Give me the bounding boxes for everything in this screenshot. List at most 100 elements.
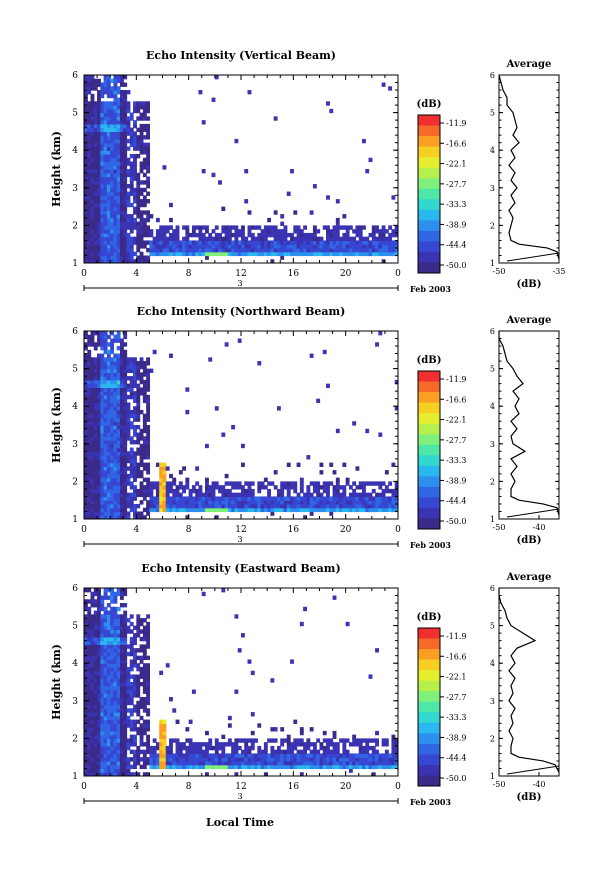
echo-cell [192, 229, 196, 233]
echo-heatmap [84, 584, 399, 776]
echo-cell [136, 154, 140, 158]
echo-cell [385, 229, 389, 233]
echo-cell [136, 633, 140, 637]
echo-cell [133, 637, 137, 641]
echo-cell [349, 225, 353, 229]
echo-cell [163, 723, 167, 727]
average-x-tick-label: -50 [493, 523, 506, 532]
echo-cell [156, 218, 160, 222]
echo-cell [300, 489, 304, 493]
echo-cell [329, 738, 333, 742]
echo-cell [136, 384, 140, 388]
echo-cell [166, 493, 170, 497]
echo-cell [352, 481, 356, 485]
echo-cell [293, 481, 297, 485]
echo-cell [313, 742, 317, 746]
colorbar-tick-label: -16.6 [446, 395, 467, 404]
colorbar-segment [418, 392, 440, 403]
echo-cell [146, 478, 150, 482]
echo-cell [251, 671, 255, 675]
colorbar-segment [418, 712, 440, 723]
echo-cell [146, 143, 150, 147]
echo-cell [385, 485, 389, 489]
echo-cell [113, 596, 117, 600]
echo-cell [146, 109, 150, 113]
average-y-tick-label: 6 [490, 327, 495, 336]
echo-cell [140, 139, 144, 143]
colorbar-tick-label: -22.1 [446, 673, 467, 682]
y-tick-label: 5 [72, 365, 78, 375]
echo-cell [215, 481, 219, 485]
echo-cell [117, 335, 121, 339]
echo-cell [378, 485, 382, 489]
echo-cell [277, 406, 281, 410]
echo-cell [146, 380, 150, 384]
echo-cell [123, 603, 127, 607]
echo-cell [123, 177, 127, 181]
echo-cell [320, 742, 324, 746]
echo-cell [120, 339, 124, 343]
echo-cell [140, 511, 144, 515]
echo-cell [391, 463, 395, 467]
echo-cell [218, 180, 222, 184]
echo-cell [336, 429, 340, 433]
echo-cell [127, 146, 131, 150]
echo-cell [293, 485, 297, 489]
echo-cell [251, 481, 255, 485]
echo-cell [123, 648, 127, 652]
echo-cell [113, 599, 117, 603]
colorbar-tick-label: -11.9 [446, 119, 467, 128]
echo-cell [179, 470, 183, 474]
colorbar-segment [418, 508, 440, 519]
echo-cell [143, 195, 147, 199]
echo-cell [313, 184, 317, 188]
echo-cell [146, 663, 150, 667]
echo-cell [146, 633, 150, 637]
echo-cell [97, 98, 101, 102]
echo-cell [123, 485, 127, 489]
echo-cell [133, 120, 137, 124]
average-y-tick-label: 6 [490, 584, 495, 593]
echo-cell [110, 342, 114, 346]
echo-cell [264, 237, 268, 241]
average-noise-line [507, 509, 559, 517]
echo-cell [369, 493, 373, 497]
echo-cell [163, 470, 167, 474]
average-y-tick-label: 5 [490, 109, 495, 118]
echo-cell [123, 391, 127, 395]
echo-cell [127, 678, 131, 682]
echo-cell [146, 128, 150, 132]
echo-cell [123, 656, 127, 660]
echo-cell [133, 742, 137, 746]
echo-cell [146, 742, 150, 746]
echo-cell [133, 252, 137, 256]
echo-cell [123, 150, 127, 154]
echo-cell [342, 746, 346, 750]
echo-cell [146, 444, 150, 448]
average-frame [499, 588, 559, 776]
echo-cell [257, 361, 261, 365]
echo-cell [185, 478, 189, 482]
echo-cell [123, 588, 127, 592]
colorbar-segment [418, 252, 440, 263]
echo-cell [362, 139, 366, 143]
echo-cell [136, 195, 140, 199]
echo-cell [300, 731, 304, 735]
x-tick-label: 4 [133, 782, 139, 792]
echo-cell [359, 233, 363, 237]
echo-cell [127, 626, 131, 630]
echo-cell [280, 489, 284, 493]
average-profile-line [499, 331, 559, 515]
echo-cell [136, 626, 140, 630]
echo-cell [248, 229, 252, 233]
echo-cell [104, 346, 108, 350]
echo-cell [388, 237, 392, 241]
echo-cell [130, 667, 134, 671]
colorbar-tick-label: -11.9 [446, 375, 467, 384]
echo-cell [146, 712, 150, 716]
colorbar-tick-label: -33.3 [446, 456, 467, 465]
echo-cell [130, 214, 134, 218]
echo-cell [91, 335, 95, 339]
echo-cell [146, 177, 150, 181]
echo-cell [146, 384, 150, 388]
